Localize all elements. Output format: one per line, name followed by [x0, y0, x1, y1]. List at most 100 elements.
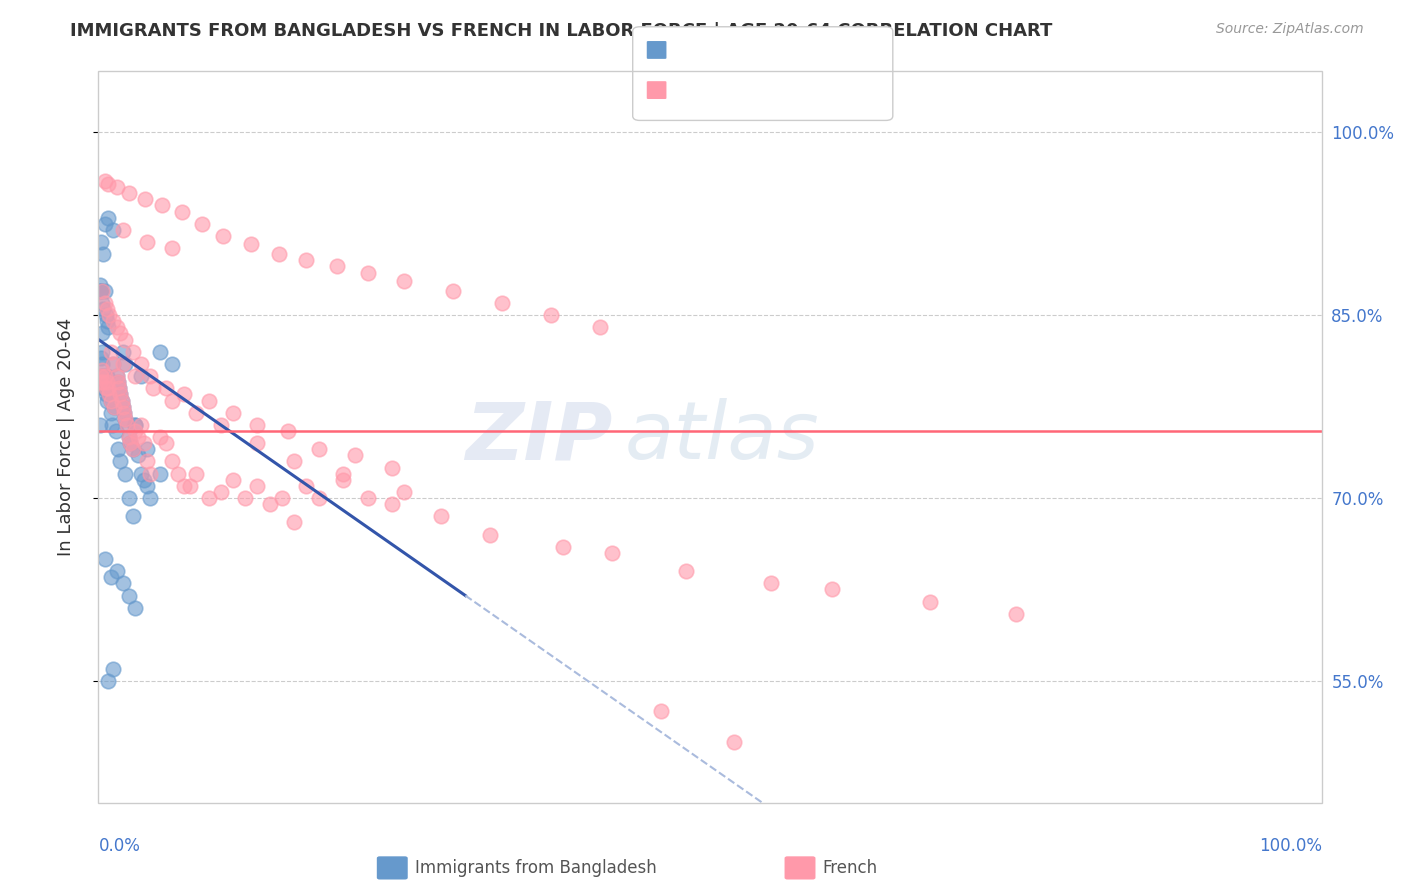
Point [91, 357, 114, 371]
Point [100, 344, 122, 359]
Point [90, 369, 112, 384]
Point [120, 436, 142, 450]
Point [127, 430, 149, 444]
Point [107, 376, 129, 390]
Text: 100.0%: 100.0% [1258, 837, 1322, 855]
Point [540, 308, 562, 322]
Point [259, 497, 281, 511]
Point [277, 424, 299, 438]
Point [111, 576, 134, 591]
Text: N =: N = [778, 41, 814, 59]
Point [132, 473, 155, 487]
Point [186, 467, 208, 481]
Point [129, 357, 152, 371]
Point [139, 467, 162, 481]
Point [150, 198, 173, 212]
Point [149, 430, 172, 444]
Point [675, 564, 697, 578]
Point [94, 387, 117, 401]
Point [121, 442, 143, 457]
Point [430, 509, 453, 524]
Point [139, 369, 162, 384]
Point [356, 491, 378, 505]
Point [124, 424, 146, 438]
Point [103, 400, 125, 414]
Point [91, 296, 114, 310]
Point [478, 527, 501, 541]
Point [101, 314, 124, 328]
Point [179, 479, 201, 493]
Point [90, 235, 112, 249]
Point [97, 211, 120, 225]
Point [91, 284, 114, 298]
Point [132, 436, 155, 450]
Point [344, 449, 367, 463]
Point [118, 491, 141, 505]
Point [97, 381, 120, 395]
Point [160, 393, 183, 408]
Point [222, 406, 245, 420]
Text: 77: 77 [811, 41, 835, 59]
Point [920, 595, 942, 609]
Point [97, 673, 120, 688]
Point [114, 357, 136, 371]
Point [90, 351, 112, 365]
Point [105, 369, 128, 384]
Text: R =: R = [673, 41, 710, 59]
Point [173, 479, 195, 493]
Point [114, 412, 136, 426]
Point [114, 333, 136, 347]
Point [136, 454, 159, 468]
Point [111, 393, 134, 408]
Point [100, 406, 122, 420]
Point [118, 430, 141, 444]
Point [491, 296, 513, 310]
Text: atlas: atlas [624, 398, 820, 476]
Point [124, 600, 146, 615]
Point [134, 193, 156, 207]
Point [98, 387, 121, 401]
Text: 113: 113 [811, 81, 846, 99]
Point [96, 369, 118, 384]
Point [1004, 607, 1026, 621]
Point [392, 274, 416, 288]
Point [197, 491, 219, 505]
Point [160, 454, 183, 468]
Point [101, 417, 124, 432]
Point [96, 393, 118, 408]
Text: Source: ZipAtlas.com: Source: ZipAtlas.com [1216, 22, 1364, 37]
Point [91, 369, 114, 384]
Point [118, 186, 141, 201]
Point [93, 369, 115, 384]
Point [381, 460, 404, 475]
Point [90, 284, 112, 298]
Point [136, 479, 159, 493]
Point [93, 381, 115, 395]
Text: N =: N = [778, 81, 814, 99]
Point [91, 363, 114, 377]
Point [107, 442, 129, 457]
Point [160, 241, 183, 255]
Point [105, 320, 128, 334]
Point [129, 369, 152, 384]
Point [553, 540, 575, 554]
Point [93, 284, 115, 298]
Point [111, 344, 134, 359]
Point [100, 570, 122, 584]
Point [124, 369, 146, 384]
Point [326, 260, 349, 274]
Point [105, 180, 128, 194]
Point [111, 357, 134, 371]
Point [233, 491, 256, 505]
Point [118, 589, 141, 603]
Point [160, 357, 183, 371]
Point [112, 406, 135, 420]
Point [98, 387, 121, 401]
Point [149, 467, 172, 481]
Text: R =: R = [673, 81, 710, 99]
Point [308, 491, 330, 505]
Point [89, 376, 111, 390]
Point [108, 381, 131, 395]
Point [112, 406, 135, 420]
Point [100, 393, 122, 408]
